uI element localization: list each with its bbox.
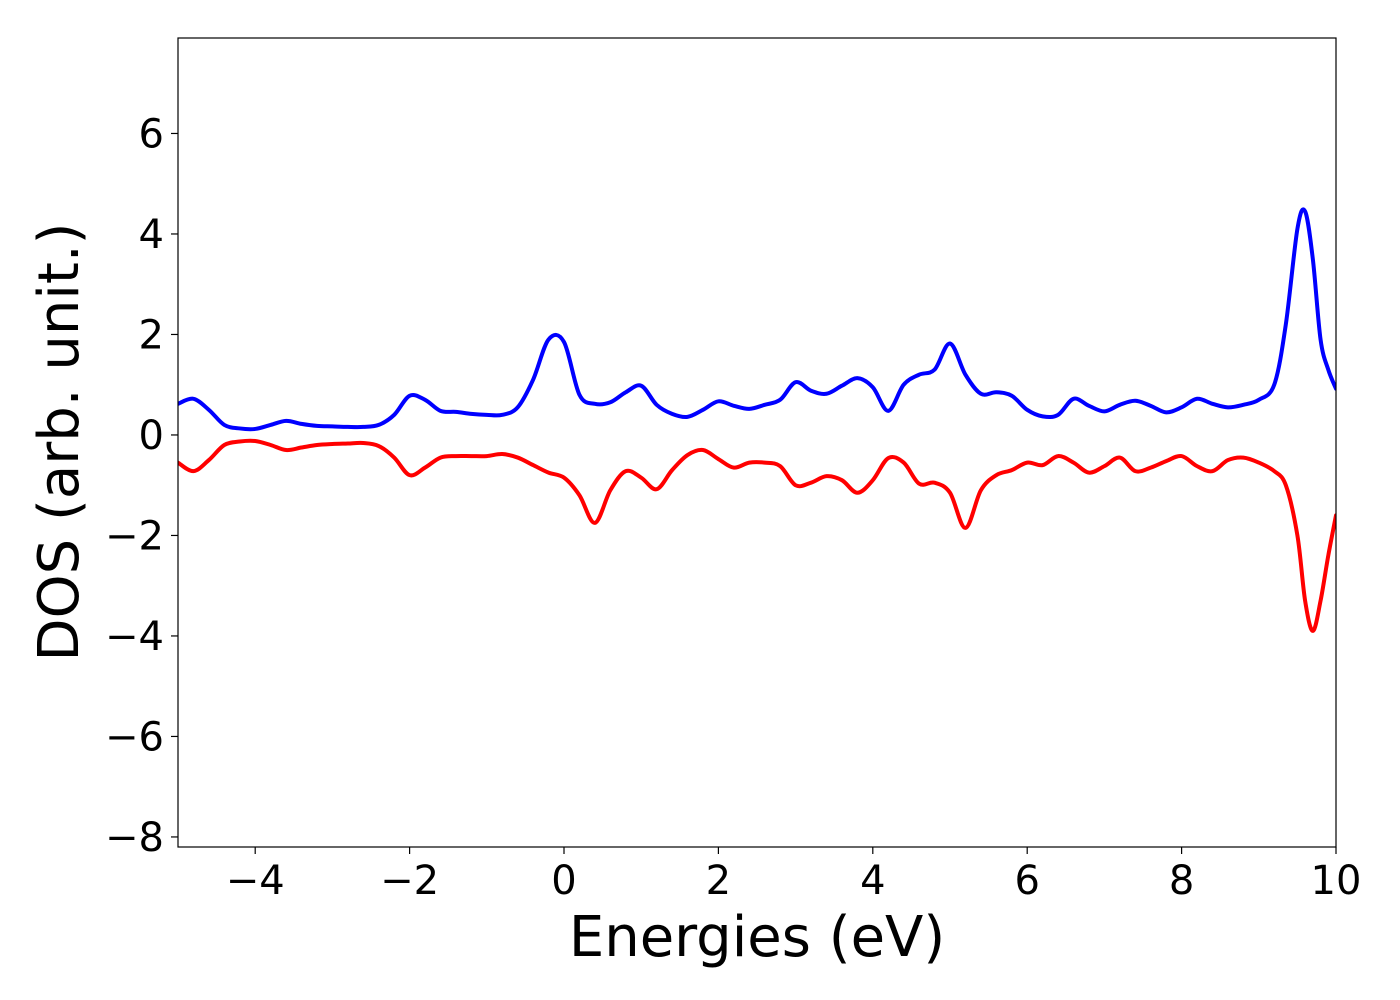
x-tick-label: 6 [1014, 858, 1039, 904]
y-axis-label: DOS (arb. unit.) [27, 222, 92, 661]
x-tick-label: 0 [551, 858, 576, 904]
x-tick-label: 4 [860, 858, 885, 904]
y-tick-label: −2 [105, 513, 164, 559]
y-tick-label: −6 [105, 714, 164, 760]
y-tick-label: 6 [139, 111, 164, 157]
x-axis: −4 −2 0 2 4 6 8 10 [226, 847, 1362, 904]
y-tick-label: 0 [139, 413, 164, 459]
y-tick-label: 2 [139, 312, 164, 358]
x-tick-label: 10 [1311, 858, 1362, 904]
y-tick-label: −8 [105, 815, 164, 861]
series-layer [178, 207, 1336, 633]
y-tick-label: 4 [139, 212, 164, 258]
y-axis: −8 −6 −4 −2 0 2 4 6 [105, 111, 178, 861]
plot-frame [177, 37, 1337, 848]
y-tick-label: −4 [105, 614, 164, 660]
series-line-1 [178, 207, 1336, 432]
series-line-2 [178, 438, 1336, 633]
x-tick-label: −2 [380, 858, 439, 904]
x-axis-label: Energies (eV) [569, 905, 945, 970]
x-tick-label: 2 [706, 858, 731, 904]
x-tick-label: 8 [1169, 858, 1194, 904]
x-tick-label: −4 [226, 858, 285, 904]
